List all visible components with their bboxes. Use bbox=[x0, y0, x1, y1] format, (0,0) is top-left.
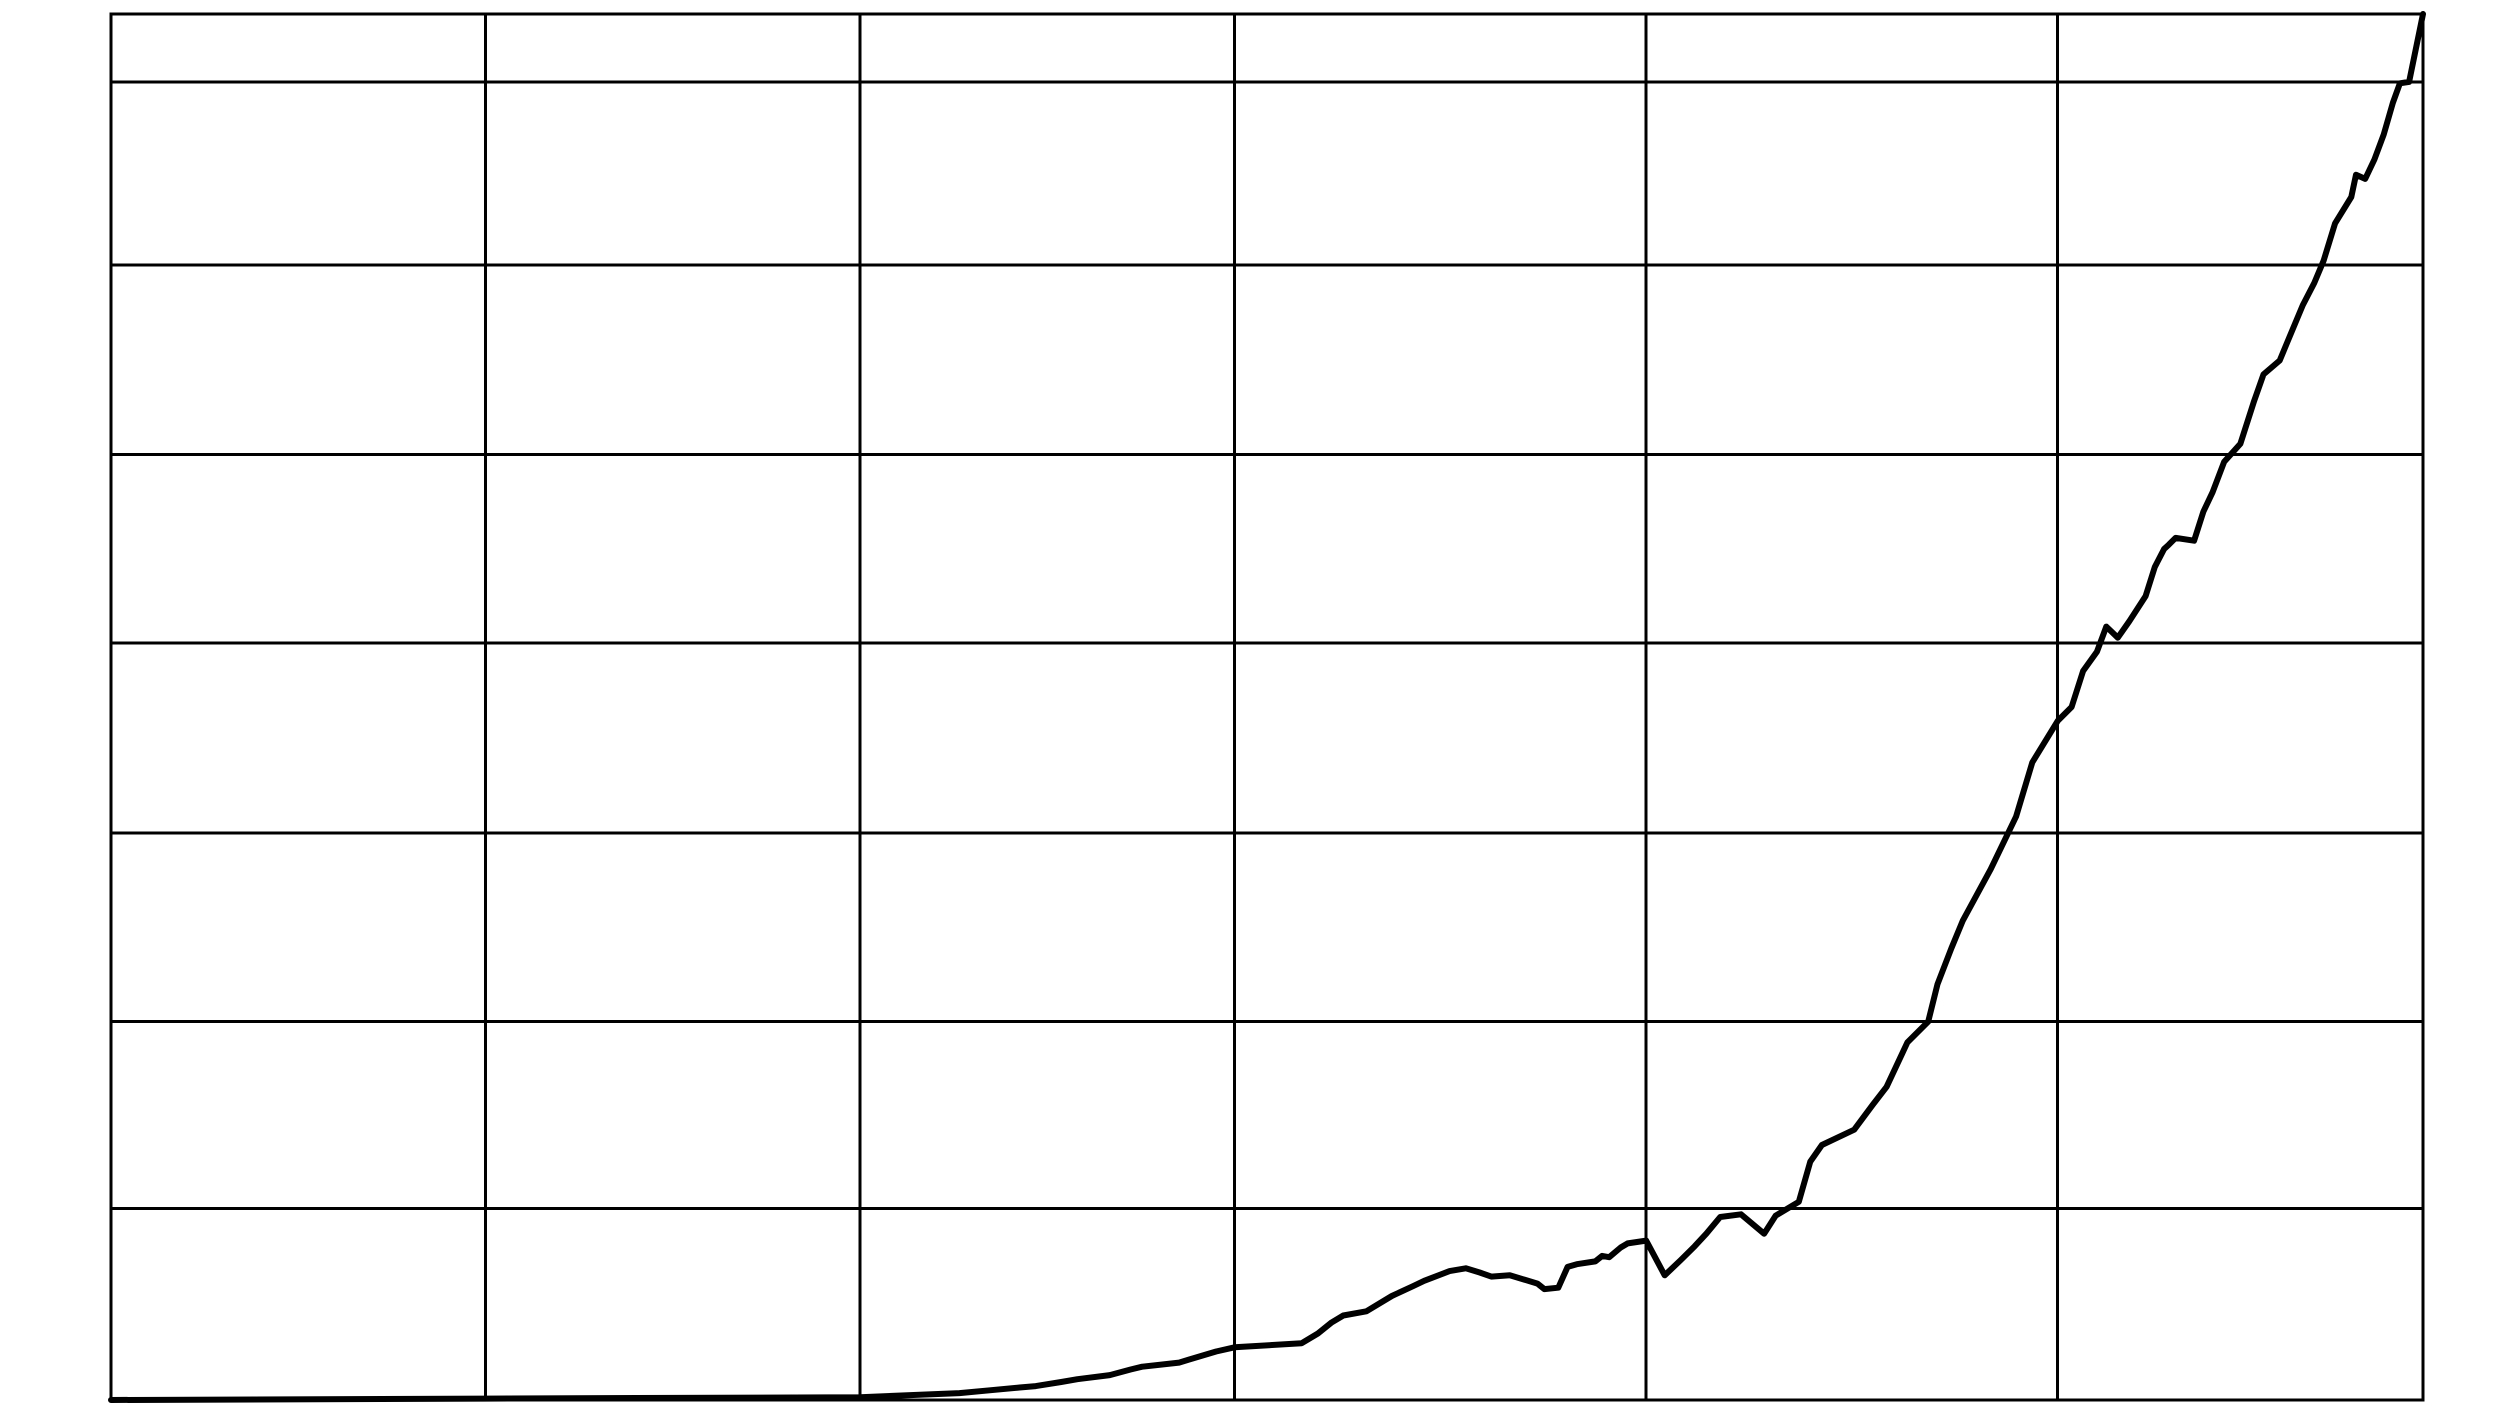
vertical-gridlines bbox=[484, 14, 2060, 1400]
horizontal-gridlines bbox=[111, 80, 2423, 1211]
plot-area-frame bbox=[109, 12, 2425, 1402]
series-layer bbox=[108, 11, 2426, 1403]
series-line-1 bbox=[108, 11, 2426, 1403]
